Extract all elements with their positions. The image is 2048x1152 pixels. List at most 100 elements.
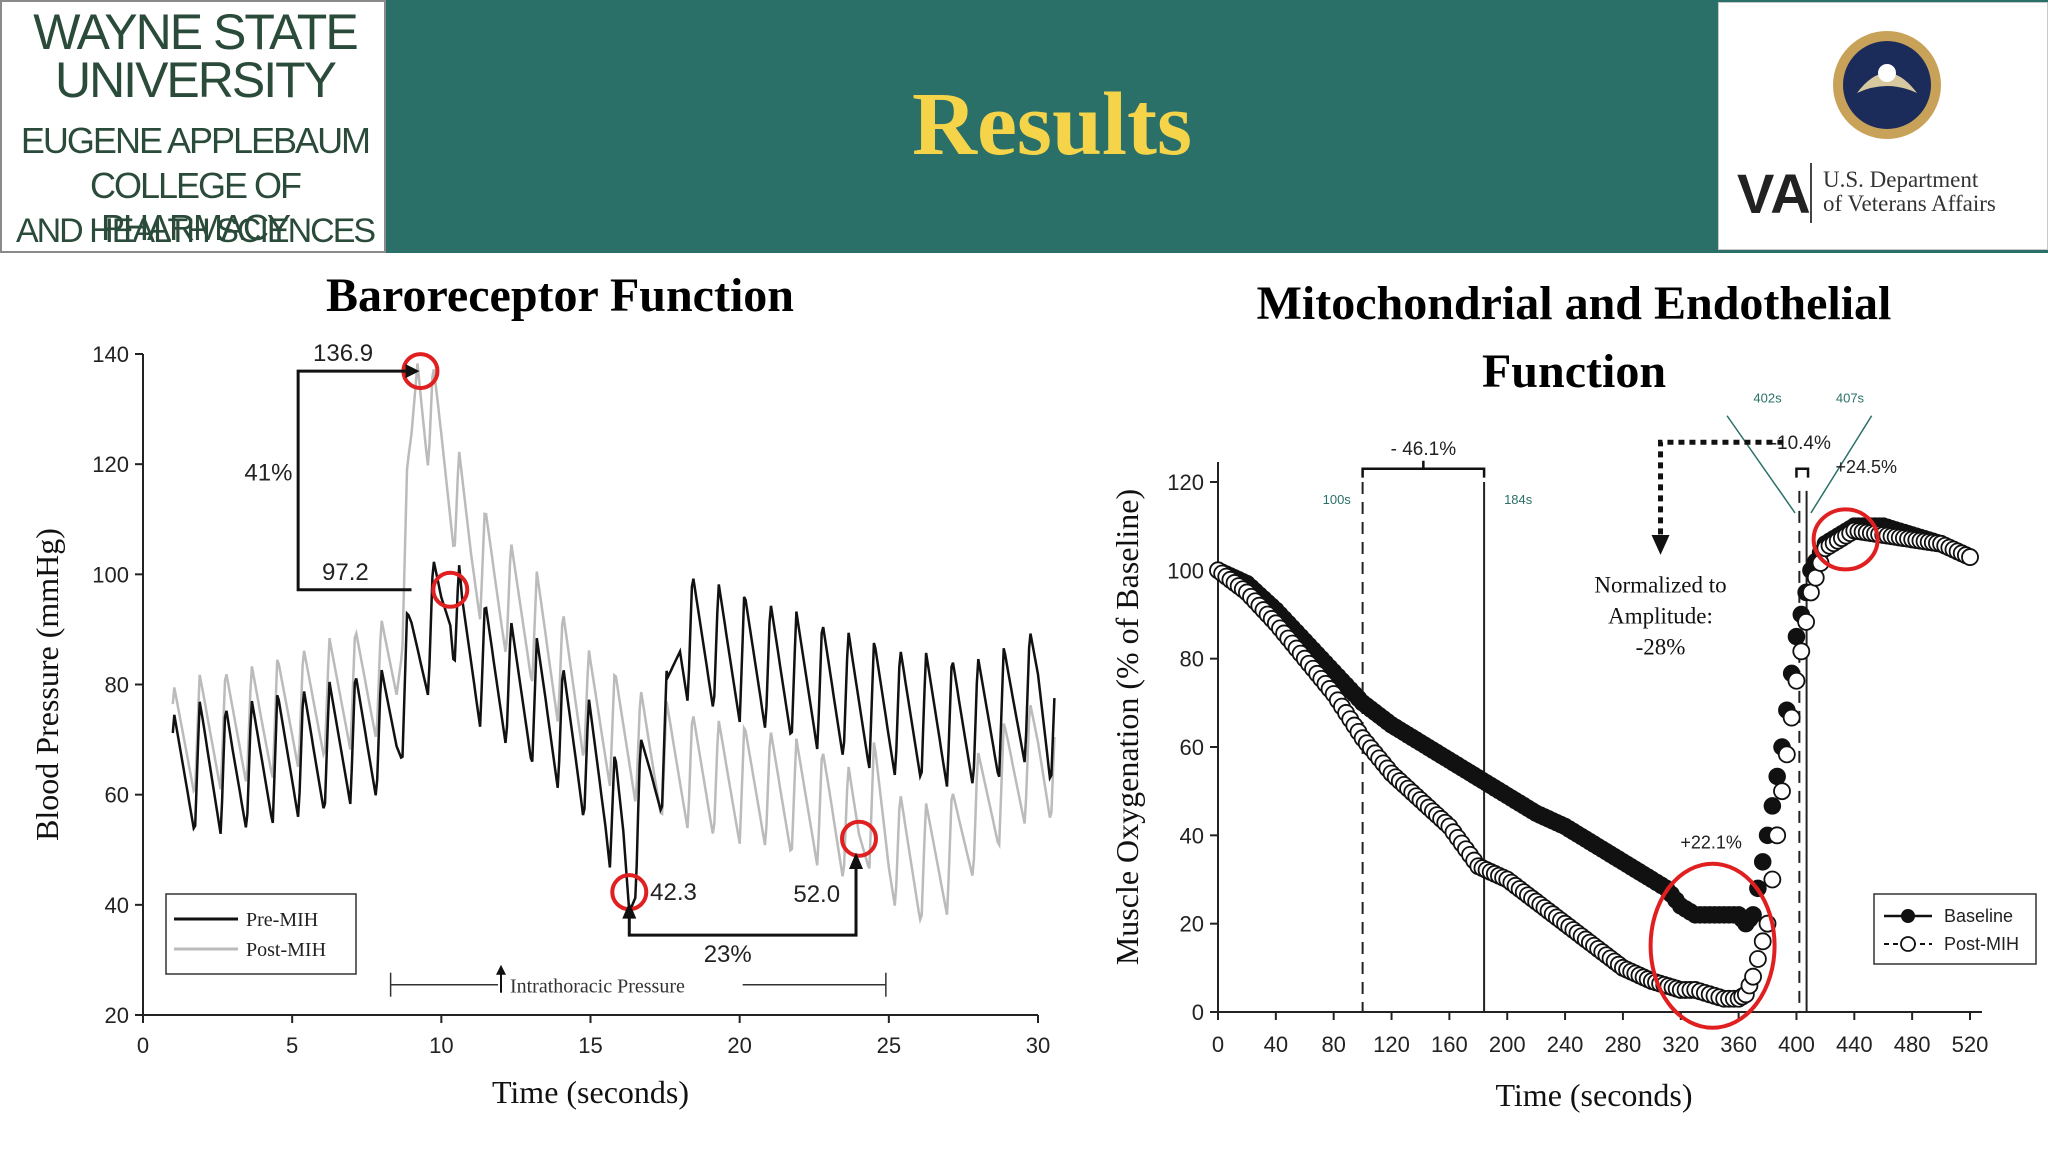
bracket-10-4 <box>1795 467 1810 478</box>
series-post-mih-line <box>171 363 1056 925</box>
vline-label-100s: 100s <box>1323 492 1352 507</box>
x-tick-label: 25 <box>877 1033 901 1058</box>
label-97-2: 97.2 <box>322 559 369 586</box>
post-mih-point <box>1787 671 1806 690</box>
y-tick-label: 40 <box>1180 823 1204 848</box>
va-line-1: U.S. Department <box>1823 167 1979 192</box>
legend-box <box>165 893 357 975</box>
va-line-2: of Veterans Affairs <box>1823 191 1996 216</box>
label-52-0: 52.0 <box>793 881 840 908</box>
x-tick-label: 30 <box>1026 1033 1050 1058</box>
bracket-23 <box>627 866 858 937</box>
label-136-9: 136.9 <box>313 340 373 367</box>
x-tick-label: 15 <box>578 1033 602 1058</box>
y-axis-label: Blood Pressure (mmHg) <box>29 528 65 841</box>
label-10-4: -10.4% <box>1771 433 1831 454</box>
arrowhead-52-0 <box>849 852 864 870</box>
post-mih-point <box>1763 870 1782 889</box>
y-tick-label: 100 <box>1167 558 1204 583</box>
legend-post-mih-marker <box>1900 936 1916 952</box>
logo-line-1: WAYNE STATE <box>33 4 358 60</box>
y-tick-label: 100 <box>92 562 129 587</box>
pointer-402s <box>1726 415 1796 514</box>
post-mih-point <box>1773 782 1791 801</box>
x-tick-label: 120 <box>1373 1032 1410 1057</box>
post-mih-point <box>1744 967 1762 986</box>
x-tick-label: 40 <box>1264 1032 1288 1057</box>
label-41-percent: 41% <box>244 460 292 487</box>
x-tick-label: 10 <box>429 1033 453 1058</box>
post-mih-point <box>1802 583 1820 602</box>
label-normalized-2: Amplitude: <box>1608 603 1713 628</box>
bracket-46-1 <box>1361 460 1486 478</box>
post-mih-point <box>1768 826 1787 845</box>
y-tick-label: 0 <box>1192 1000 1204 1025</box>
chart2-title: Mitochondrial and Endothelial Function <box>1174 270 1974 406</box>
series-pre-mih-line <box>171 561 1056 913</box>
x-tick-label: 280 <box>1605 1032 1642 1057</box>
baseline-point <box>1763 797 1782 815</box>
post-mih-point <box>1782 708 1801 727</box>
label-normalized-1: Normalized to <box>1594 572 1726 597</box>
label-42-3: 42.3 <box>650 879 697 906</box>
label-normalized-3: -28% <box>1636 634 1686 659</box>
bracket-41 <box>296 369 412 592</box>
y-tick-label: 20 <box>105 1003 129 1028</box>
x-tick-label: 520 <box>1952 1032 1989 1057</box>
y-tick-label: 120 <box>1167 470 1204 495</box>
chart1-title: Baroreceptor Function <box>326 269 794 322</box>
logo-line-4: COLLEGE OF PHARMACY <box>89 165 302 248</box>
label-24-5: +24.5% <box>1836 457 1898 477</box>
x-tick-label: 360 <box>1720 1032 1757 1057</box>
arrowhead-136-9 <box>405 364 420 379</box>
label-46-1: - 46.1% <box>1391 439 1457 460</box>
logo-line-5: AND HEALTH SCIENCES <box>15 212 376 250</box>
circle-22-1 <box>1648 861 1777 1030</box>
logo-line-3: EUGENE APPLEBAUM <box>20 120 371 161</box>
y-tick-label: 60 <box>105 783 129 808</box>
legend-baseline-label: Baseline <box>1944 906 2013 926</box>
x-tick-label: 480 <box>1894 1032 1931 1057</box>
y-tick-label: 40 <box>105 893 129 918</box>
arrowhead-42-3 <box>622 902 637 919</box>
legend-post-mih-label: Post-MIH <box>1944 934 2019 954</box>
x-axis-label: Time (seconds) <box>1495 1077 1692 1113</box>
label-22-1: +22.1% <box>1680 833 1742 853</box>
legend-box <box>1873 893 2037 965</box>
y-tick-label: 60 <box>1180 735 1204 760</box>
x-tick-label: 160 <box>1431 1032 1468 1057</box>
post-mih-point <box>1792 642 1811 661</box>
y-tick-label: 140 <box>92 342 129 367</box>
x-tick-label: 400 <box>1778 1032 1815 1057</box>
baroreceptor-chart: 20 40 60 80 100 120 140 0 5 10 15 20 25 30 Time (secon… <box>29 340 1056 1110</box>
pointer-407s <box>1810 415 1873 514</box>
post-mih-point <box>1777 745 1796 764</box>
legend-baseline-marker <box>1901 909 1915 923</box>
vline-label-402s: 402s <box>1753 391 1782 406</box>
circle-97-2 <box>431 570 470 609</box>
intrathoracic-arrowhead <box>496 964 506 975</box>
oxygenation-chart: 0 20 40 60 80 100 120 0 40 80 120 160 200 240 280 320 36… <box>1109 391 2037 1113</box>
legend-pre-mih-label: Pre-MIH <box>246 909 318 931</box>
y-tick-label: 80 <box>105 673 129 698</box>
baseline-point <box>1768 767 1786 786</box>
page-title: Results <box>911 75 1193 174</box>
x-tick-label: 80 <box>1321 1032 1345 1057</box>
x-tick-label: 20 <box>727 1033 751 1058</box>
legend-post-mih-label: Post-MIH <box>246 939 326 961</box>
circle-24-5 <box>1811 507 1880 572</box>
baseline-point <box>1753 853 1772 871</box>
post-mih-point <box>1961 548 1979 566</box>
baseline-point <box>1744 906 1762 924</box>
x-tick-label: 240 <box>1547 1032 1584 1057</box>
y-tick-label: 120 <box>92 452 129 477</box>
normalization-arrowhead <box>1651 535 1670 555</box>
post-mih-point <box>1797 612 1816 631</box>
x-tick-label: 0 <box>1212 1032 1224 1057</box>
normalization-arrow <box>1658 439 1784 540</box>
x-tick-label: 440 <box>1836 1032 1873 1057</box>
post-mih-point <box>1748 950 1767 968</box>
post-mih-point <box>1806 568 1825 587</box>
va-logo: VA U.S. Department of Veterans Affairs <box>1718 2 2048 250</box>
circle-52-0 <box>840 819 878 858</box>
